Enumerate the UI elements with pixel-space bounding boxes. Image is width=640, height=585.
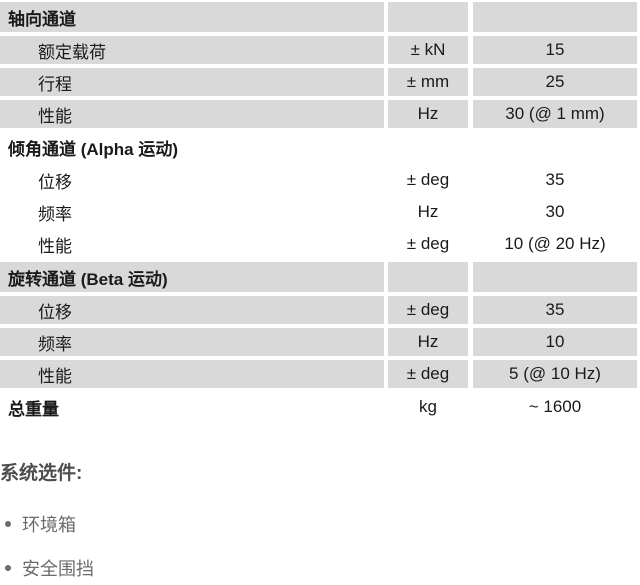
row-unit-cell [388, 262, 468, 292]
bullet-icon [5, 565, 11, 571]
option-label: 安全围挡 [22, 559, 94, 579]
spec-row: 位移 ± deg 35 [0, 166, 640, 194]
row-label-cell: 总重量 [8, 399, 59, 419]
row-value-cell: 10 (@ 20 Hz) [504, 234, 606, 253]
row-value-cell: 5 (@ 10 Hz) [473, 360, 637, 388]
spec-row: 额定载荷 ± kN 15 [0, 36, 640, 64]
row-label-cell: 轴向通道 [0, 2, 384, 32]
row-label-cell: 频率 [0, 328, 384, 356]
row-unit-cell: ± mm [388, 68, 468, 96]
row-unit-cell: ± deg [406, 170, 450, 189]
spec-row: 频率 Hz 30 [0, 198, 640, 226]
row-unit-cell: ± deg [406, 234, 450, 253]
row-value-cell: 30 (@ 1 mm) [473, 100, 637, 128]
row-label-cell: 额定载荷 [0, 36, 384, 64]
row-unit-cell [388, 132, 468, 162]
row-value-cell [473, 262, 637, 292]
row-unit-cell: ± kN [388, 36, 468, 64]
spec-table: 轴向通道 额定载荷 ± kN 15 行程 ± mm 25 性能 Hz 30 (@ 1 mm) 倾角通… [0, 2, 640, 422]
option-label: 环境箱 [22, 515, 76, 535]
row-label-cell: 行程 [0, 68, 384, 96]
row-value-cell [473, 132, 637, 162]
row-label-cell: 性能 [38, 236, 72, 256]
options-title: 系统选件: [0, 463, 83, 484]
option-item: 安全围挡 [0, 559, 640, 579]
section-header-row: 轴向通道 [0, 2, 640, 32]
section-header-row: 旋转通道 (Beta 运动) [0, 262, 640, 292]
spec-row: 性能 Hz 30 (@ 1 mm) [0, 100, 640, 128]
row-label-cell: 频率 [38, 204, 72, 224]
row-label-cell: 位移 [0, 296, 384, 324]
bullet-icon [5, 521, 11, 527]
row-label-cell: 性能 [0, 360, 384, 388]
section-header-row: 倾角通道 (Alpha 运动) [0, 132, 640, 162]
row-value-cell: 35 [473, 296, 637, 324]
row-unit-cell: ± deg [388, 296, 468, 324]
spec-row: 性能 ± deg 10 (@ 20 Hz) [0, 230, 640, 258]
spec-row: 位移 ± deg 35 [0, 296, 640, 324]
row-unit-cell: Hz [417, 202, 439, 221]
row-unit-cell: Hz [388, 100, 468, 128]
row-value-cell: 35 [545, 170, 565, 189]
row-value-cell: 10 [473, 328, 637, 356]
option-item: 环境箱 [0, 515, 640, 535]
total-row: 总重量 kg ~ 1600 [0, 392, 640, 422]
system-options: 系统选件: 环境箱安全围挡 [0, 463, 640, 580]
row-label-cell: 旋转通道 (Beta 运动) [0, 262, 384, 292]
row-value-cell: 25 [473, 68, 637, 96]
row-label-cell: 位移 [38, 172, 72, 192]
row-unit-cell: Hz [388, 328, 468, 356]
row-value-cell: ~ 1600 [528, 397, 582, 416]
row-value-cell: 30 [545, 202, 565, 221]
row-label-cell: 倾角通道 (Alpha 运动) [8, 139, 178, 159]
spec-row: 性能 ± deg 5 (@ 10 Hz) [0, 360, 640, 388]
row-unit-cell: kg [419, 397, 437, 416]
row-label-cell: 性能 [0, 100, 384, 128]
row-value-cell: 15 [473, 36, 637, 64]
spec-row: 频率 Hz 10 [0, 328, 640, 356]
row-unit-cell [388, 2, 468, 32]
options-list: 环境箱 安全围挡 [0, 515, 640, 579]
spec-row: 行程 ± mm 25 [0, 68, 640, 96]
row-unit-cell: ± deg [388, 360, 468, 388]
row-value-cell [473, 2, 637, 32]
